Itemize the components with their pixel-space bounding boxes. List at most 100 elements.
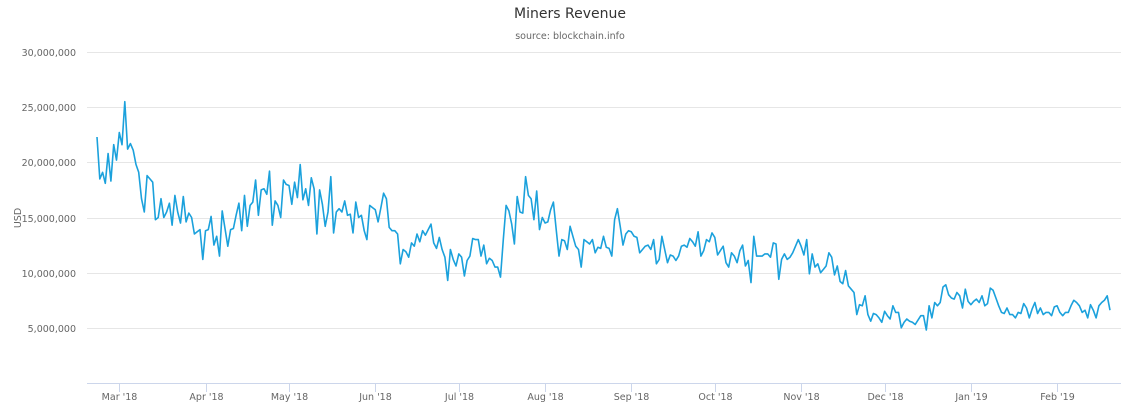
data-point[interactable] bbox=[806, 271, 812, 277]
data-point[interactable] bbox=[815, 261, 821, 267]
data-point[interactable] bbox=[601, 233, 607, 239]
data-point[interactable] bbox=[141, 209, 147, 215]
data-point[interactable] bbox=[383, 196, 389, 202]
data-point[interactable] bbox=[461, 273, 467, 279]
data-point[interactable] bbox=[617, 223, 623, 229]
data-point[interactable] bbox=[278, 215, 284, 221]
data-point[interactable] bbox=[793, 243, 799, 249]
data-point[interactable] bbox=[311, 186, 317, 192]
data-point[interactable] bbox=[303, 186, 309, 192]
data-point[interactable] bbox=[294, 195, 300, 201]
data-point[interactable] bbox=[97, 176, 103, 182]
data-point[interactable] bbox=[662, 247, 668, 253]
data-point[interactable] bbox=[102, 180, 108, 186]
data-point[interactable] bbox=[514, 194, 520, 200]
data-point[interactable] bbox=[478, 253, 484, 259]
data-point[interactable] bbox=[795, 237, 801, 243]
data-point[interactable] bbox=[614, 206, 620, 212]
data-point[interactable] bbox=[528, 196, 534, 202]
data-point[interactable] bbox=[164, 209, 170, 215]
data-point[interactable] bbox=[634, 234, 640, 240]
data-point[interactable] bbox=[898, 325, 904, 331]
data-point[interactable] bbox=[1037, 305, 1043, 311]
data-point[interactable] bbox=[1012, 315, 1018, 321]
data-point[interactable] bbox=[361, 228, 367, 234]
data-point[interactable] bbox=[169, 222, 175, 228]
data-point[interactable] bbox=[979, 293, 985, 299]
data-point[interactable] bbox=[133, 162, 139, 168]
data-point[interactable] bbox=[442, 254, 448, 260]
data-point[interactable] bbox=[403, 249, 409, 255]
data-point[interactable] bbox=[286, 183, 292, 189]
data-point[interactable] bbox=[706, 239, 712, 245]
data-point[interactable] bbox=[1082, 307, 1088, 313]
data-point[interactable] bbox=[450, 256, 456, 262]
data-point[interactable] bbox=[484, 261, 490, 267]
data-point[interactable] bbox=[434, 245, 440, 251]
data-point[interactable] bbox=[161, 215, 167, 221]
data-point[interactable] bbox=[620, 242, 626, 248]
data-point[interactable] bbox=[439, 247, 445, 253]
data-point[interactable] bbox=[921, 313, 927, 319]
data-point[interactable] bbox=[745, 258, 751, 264]
data-point[interactable] bbox=[158, 196, 164, 202]
data-point[interactable] bbox=[417, 239, 423, 245]
data-point[interactable] bbox=[520, 210, 526, 216]
data-point[interactable] bbox=[500, 237, 506, 243]
data-point[interactable] bbox=[125, 146, 131, 152]
data-point[interactable] bbox=[896, 309, 902, 315]
data-point[interactable] bbox=[606, 245, 612, 251]
data-point[interactable] bbox=[297, 162, 303, 168]
data-point[interactable] bbox=[1090, 307, 1096, 313]
data-point[interactable] bbox=[790, 250, 796, 256]
data-point[interactable] bbox=[116, 130, 122, 136]
data-point[interactable] bbox=[127, 141, 133, 147]
data-point[interactable] bbox=[962, 286, 968, 292]
data-point[interactable] bbox=[1029, 306, 1035, 312]
data-point[interactable] bbox=[868, 318, 874, 324]
data-point[interactable] bbox=[364, 237, 370, 243]
data-point[interactable] bbox=[589, 237, 595, 243]
data-point[interactable] bbox=[1076, 303, 1082, 309]
data-point[interactable] bbox=[564, 247, 570, 253]
data-point[interactable] bbox=[1085, 315, 1091, 321]
data-point[interactable] bbox=[250, 199, 256, 205]
data-point[interactable] bbox=[960, 305, 966, 311]
data-point[interactable] bbox=[684, 244, 690, 250]
data-point[interactable] bbox=[511, 241, 517, 247]
data-point[interactable] bbox=[926, 303, 932, 309]
data-point[interactable] bbox=[937, 300, 943, 306]
data-point[interactable] bbox=[923, 327, 929, 333]
data-point[interactable] bbox=[475, 237, 481, 243]
data-point[interactable] bbox=[100, 169, 106, 175]
data-point[interactable] bbox=[314, 231, 320, 237]
data-point[interactable] bbox=[275, 202, 281, 208]
data-point[interactable] bbox=[425, 227, 431, 233]
data-point[interactable] bbox=[1068, 303, 1074, 309]
data-point[interactable] bbox=[656, 256, 662, 262]
data-point[interactable] bbox=[214, 233, 220, 239]
data-point[interactable] bbox=[712, 234, 718, 240]
data-point[interactable] bbox=[851, 290, 857, 296]
data-point[interactable] bbox=[534, 188, 540, 194]
data-point[interactable] bbox=[244, 223, 250, 229]
data-point[interactable] bbox=[943, 282, 949, 288]
data-point[interactable] bbox=[411, 243, 417, 249]
data-point[interactable] bbox=[859, 303, 865, 309]
data-point[interactable] bbox=[609, 253, 615, 259]
data-point[interactable] bbox=[553, 227, 559, 233]
data-point[interactable] bbox=[865, 312, 871, 318]
data-point[interactable] bbox=[328, 174, 334, 180]
data-point[interactable] bbox=[545, 219, 551, 225]
data-point[interactable] bbox=[422, 232, 428, 238]
data-point[interactable] bbox=[576, 247, 582, 253]
data-point[interactable] bbox=[592, 250, 598, 256]
data-point[interactable] bbox=[253, 177, 259, 183]
data-point[interactable] bbox=[453, 263, 459, 269]
data-point[interactable] bbox=[957, 293, 963, 299]
data-point[interactable] bbox=[776, 276, 782, 282]
data-point[interactable] bbox=[495, 264, 501, 270]
data-point[interactable] bbox=[269, 222, 275, 228]
data-point[interactable] bbox=[832, 272, 838, 278]
data-point[interactable] bbox=[562, 238, 568, 244]
